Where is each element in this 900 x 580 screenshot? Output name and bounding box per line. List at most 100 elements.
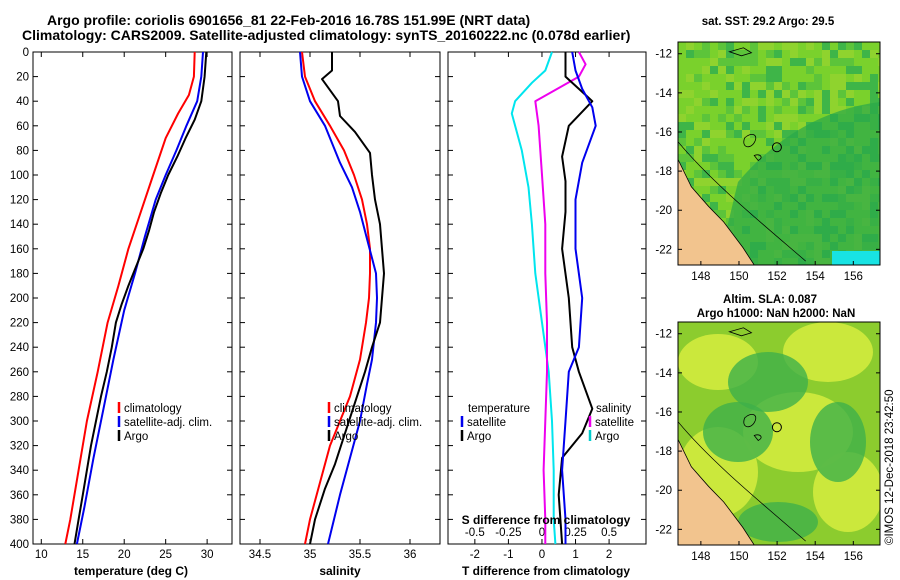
sst-pixel [766, 74, 774, 82]
y-tick-label: 220 [10, 318, 29, 330]
sst-pixel [798, 122, 806, 130]
series-line-satellite [299, 51, 378, 545]
salinity-xlabel: salinity [319, 564, 361, 578]
sst-pixel [678, 162, 686, 170]
sst-pixel [710, 162, 718, 170]
sst-pixel [758, 90, 766, 98]
sst-pixel [702, 66, 710, 74]
sst-pixel [718, 170, 726, 178]
sst-pixel [838, 82, 846, 90]
sst-pixel [726, 122, 734, 130]
sst-pixel [822, 58, 830, 66]
sst-pixel [734, 106, 742, 114]
lat-tick-label: -18 [655, 446, 672, 458]
legend-label-climatology: climatology [334, 403, 392, 415]
sst-high-patch [832, 251, 880, 265]
sst-pixel [726, 154, 734, 162]
x-tick-label: 2 [606, 549, 612, 561]
y-tick-label: 0 [23, 47, 29, 59]
sst-pixel [766, 122, 774, 130]
lat-tick-label: -18 [655, 166, 672, 178]
sst-pixel [726, 74, 734, 82]
sst-pixel [718, 186, 726, 194]
sla-low-region [703, 402, 773, 462]
temperature-panel: 0 20 40 60 80 100 120 140 160 180 200 220 240 260 280 3… [10, 47, 233, 578]
sst-pixel [766, 66, 774, 74]
sst-pixel [838, 74, 846, 82]
sst-pixel [838, 50, 846, 58]
lon-tick-label: 148 [691, 551, 710, 563]
isobath-line [678, 141, 806, 262]
figure-title-line1: Argo profile: coriolis 6901656_81 22-Feb… [47, 12, 530, 28]
series-line-climatology [64, 51, 196, 545]
x-tick-label: 34.5 [249, 549, 271, 561]
lon-tick-label: 150 [729, 271, 748, 283]
lat-tick-label: -20 [655, 485, 672, 497]
sst-pixel [678, 114, 686, 122]
sst-pixel [726, 178, 734, 186]
lon-tick-label: 156 [844, 271, 863, 283]
sst-pixel [718, 114, 726, 122]
s-difference-xlabel: S difference from climatology [462, 513, 631, 527]
series-line-argo [309, 52, 385, 545]
sst-pixel [718, 42, 726, 50]
lat-tick-label: -16 [655, 407, 672, 419]
salinity-panel: 34.5 35 35.5 36 climatology satellite-adj. … [239, 51, 441, 578]
y-tick-label: 20 [16, 72, 29, 84]
sst-pixel [798, 90, 806, 98]
sst-pixel [782, 82, 790, 90]
legend-label-climatology: climatology [124, 403, 182, 415]
sst-pixel [710, 58, 718, 66]
map-field [678, 322, 880, 545]
sst-pixel [750, 50, 758, 58]
sst-pixel [702, 130, 710, 138]
reef-outline [743, 413, 757, 428]
y-tick-label: 240 [10, 342, 29, 354]
sst-pixel [782, 98, 790, 106]
warm-pool [718, 102, 880, 265]
sst-pixel [758, 114, 766, 122]
sst-pixel [814, 82, 822, 90]
sst-pixel [678, 122, 686, 130]
sst-pixel [734, 58, 742, 66]
sst-pixel [710, 202, 718, 210]
sst-pixel [782, 122, 790, 130]
sst-pixel [742, 106, 750, 114]
legend-heading-temperature: temperature [468, 403, 530, 415]
sst-pixel [790, 98, 798, 106]
sst-pixel [822, 106, 830, 114]
sst-pixel [726, 66, 734, 74]
sst-pixel [798, 106, 806, 114]
y-tick-label: 40 [16, 96, 29, 108]
sst-pixel [790, 50, 798, 58]
sst-pixel [702, 170, 710, 178]
salinity-plot-area: 34.5 35 35.5 36 [239, 51, 441, 561]
difference-panel: -2 -1 0 1 2 -0.5 -0.25 0 0.25 0.5 temperature sal… [447, 51, 647, 578]
sst-pixel [806, 42, 814, 50]
sst-pixel [726, 42, 734, 50]
sst-pixel [766, 90, 774, 98]
series-line-climatology [301, 51, 371, 545]
sst-pixel [678, 138, 686, 146]
x2-tick-label: -0.5 [465, 527, 485, 539]
argo-float-location [771, 142, 782, 153]
sla-low-region [810, 402, 866, 482]
sst-pixel [830, 90, 838, 98]
sst-pixel [726, 210, 734, 218]
sst-pixel [758, 74, 766, 82]
x-tick-label: 20 [118, 549, 131, 561]
sst-pixel [814, 106, 822, 114]
sst-pixel [806, 82, 814, 90]
sst-pixel [686, 74, 694, 82]
sst-pixel [750, 130, 758, 138]
sst-pixel [814, 74, 822, 82]
argo-float-location [771, 422, 782, 433]
sst-pixel [790, 114, 798, 122]
sst-pixel [830, 82, 838, 90]
x-tick-label: 1 [572, 549, 578, 561]
sst-pixel [758, 42, 766, 50]
sst-pixel [702, 138, 710, 146]
map-frame [677, 41, 881, 266]
lon-tick-label: 150 [729, 551, 748, 563]
sst-pixel [718, 50, 726, 58]
